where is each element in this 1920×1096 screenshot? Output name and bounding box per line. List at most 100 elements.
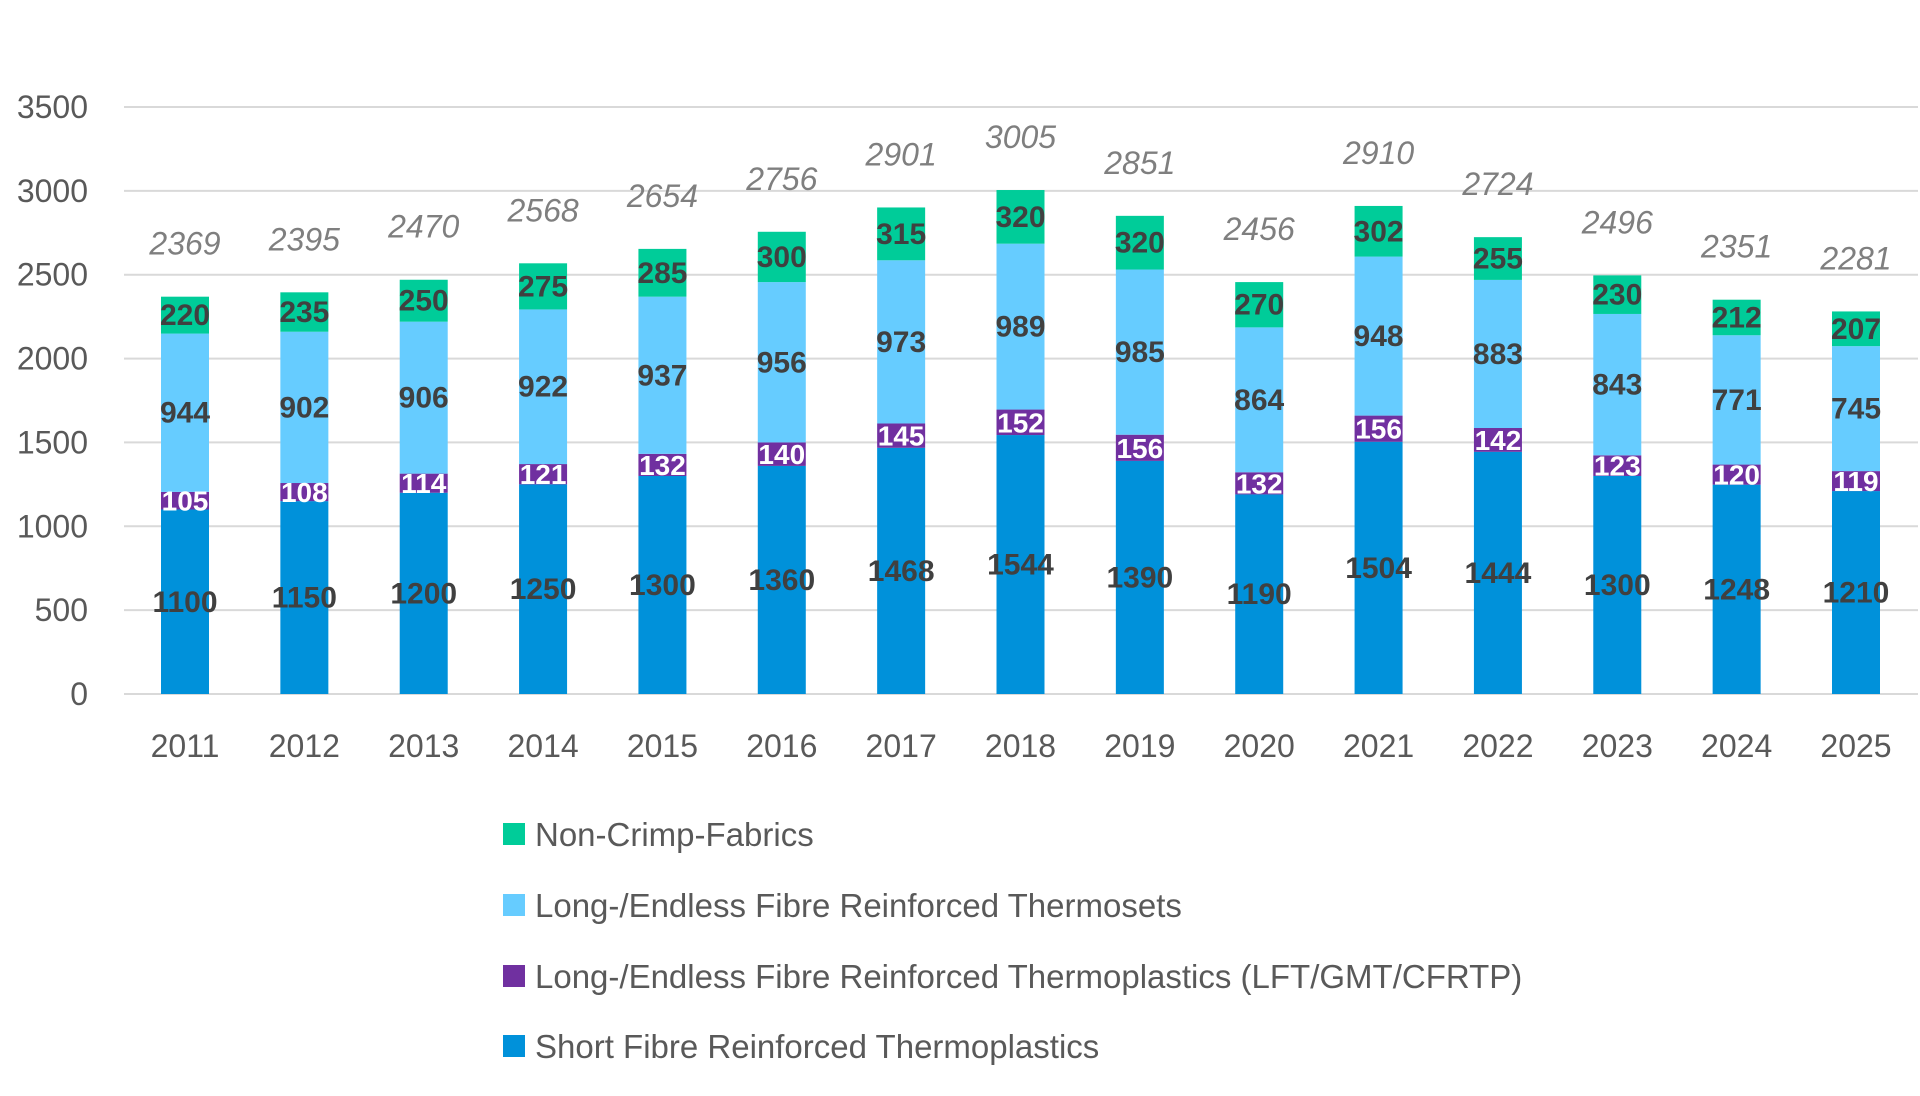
data-label: 1444 [1465,557,1532,590]
data-label: 320 [995,201,1045,234]
total-label: 2470 [387,209,459,245]
total-label: 2456 [1223,211,1295,247]
x-tick-label: 2023 [1582,728,1653,764]
data-label: 152 [997,407,1044,438]
bar-segment [399,492,448,694]
x-tick-label: 2015 [627,728,698,764]
data-label: 771 [1712,384,1762,417]
x-tick-label: 2012 [269,728,340,764]
total-label: 2369 [148,226,220,262]
bar-segment [519,309,568,465]
bar-segment [877,260,926,424]
bar-segment [1473,428,1522,452]
y-tick-label: 1000 [17,508,88,544]
bar-segment [519,263,568,310]
data-label: 1150 [272,582,337,615]
x-tick-label: 2017 [866,728,937,764]
bar-segment [1115,434,1164,461]
data-label: 922 [518,371,568,404]
data-label: 973 [876,326,926,359]
data-label: 745 [1831,393,1881,426]
legend-swatch [503,823,525,845]
bar-segment [757,442,806,466]
bar-segment [399,321,448,474]
data-label: 1250 [510,573,577,606]
data-label: 230 [1592,279,1642,312]
bar-segment [161,491,209,510]
bar-segment [1354,205,1403,257]
x-tick-label: 2011 [151,728,220,764]
data-label: 864 [1234,384,1284,417]
bar-segment [638,296,687,454]
data-label: 220 [160,299,210,332]
total-label: 2901 [865,136,937,172]
total-label: 2910 [1342,135,1414,171]
data-label: 989 [995,311,1045,344]
data-label: 235 [279,296,329,329]
x-tick-label: 2022 [1462,728,1533,764]
data-label: 944 [160,397,210,430]
bar-segment [757,231,806,283]
bar-segment [1712,335,1761,465]
data-label: 315 [876,218,926,251]
bar-segment [996,409,1045,436]
bar-segment [1235,327,1284,473]
data-label: 119 [1833,466,1878,497]
x-tick-label: 2014 [507,728,578,764]
bar-segment [1712,484,1761,694]
data-label: 1360 [748,564,815,597]
bar-segment [1354,256,1403,416]
data-label: 948 [1354,320,1404,353]
bar-segment [1115,269,1164,435]
bar-segment [1832,311,1880,347]
bar-segment [757,282,806,443]
total-label: 2851 [1103,145,1175,181]
data-label: 1100 [152,586,217,619]
bar-segment [1115,215,1164,270]
bar-segment [1235,494,1284,694]
bar-segment [1235,282,1284,328]
data-label: 212 [1712,301,1762,334]
total-label: 2568 [506,192,578,228]
data-label: 108 [281,477,328,508]
data-label: 1468 [868,555,935,588]
data-label: 285 [637,257,687,290]
data-label: 156 [1116,433,1163,464]
data-label: 270 [1234,289,1284,322]
data-label: 302 [1354,215,1404,248]
bar-segment [1593,313,1642,456]
data-label: 1248 [1703,573,1770,606]
y-tick-label: 2500 [17,257,88,293]
bar-segment [1354,441,1403,694]
x-tick-label: 2025 [1820,728,1891,764]
x-tick-label: 2021 [1343,728,1414,764]
data-label: 132 [639,450,686,481]
data-label: 1210 [1823,577,1890,610]
data-label: 105 [162,486,209,517]
data-label: 956 [757,346,807,379]
data-label: 902 [279,391,329,424]
data-label: 114 [401,468,447,499]
bar-segment [1712,464,1761,485]
x-tick-label: 2019 [1104,728,1175,764]
data-label: 1504 [1345,552,1412,585]
data-label: 140 [758,439,805,470]
data-label: 145 [878,421,925,452]
bar-segment [638,248,687,297]
bar-segment [877,447,926,694]
y-tick-label: 3000 [17,173,88,209]
bar-segment [638,453,687,476]
bar-segment [1235,472,1284,495]
x-tick-label: 2016 [746,728,817,764]
x-tick-label: 2018 [985,728,1056,764]
x-tick-label: 2020 [1224,728,1295,764]
bar-segment [280,501,329,694]
legend-swatch [503,894,525,916]
bar-segment [161,333,209,492]
bar-segment [1354,415,1403,442]
total-label: 2724 [1461,166,1533,202]
y-tick-label: 0 [70,676,88,712]
y-tick-label: 500 [35,592,88,628]
y-tick-label: 1500 [17,424,88,460]
